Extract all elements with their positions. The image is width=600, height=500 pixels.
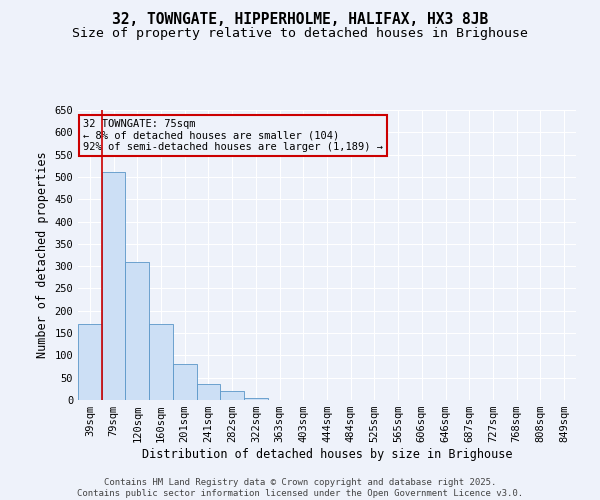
Y-axis label: Number of detached properties: Number of detached properties bbox=[36, 152, 49, 358]
Bar bbox=[78, 324, 102, 400]
X-axis label: Distribution of detached houses by size in Brighouse: Distribution of detached houses by size … bbox=[142, 448, 512, 461]
Bar bbox=[244, 398, 268, 400]
Text: 32, TOWNGATE, HIPPERHOLME, HALIFAX, HX3 8JB: 32, TOWNGATE, HIPPERHOLME, HALIFAX, HX3 … bbox=[112, 12, 488, 28]
Text: Contains HM Land Registry data © Crown copyright and database right 2025.
Contai: Contains HM Land Registry data © Crown c… bbox=[77, 478, 523, 498]
Bar bbox=[197, 384, 220, 400]
Bar bbox=[149, 324, 173, 400]
Bar bbox=[173, 364, 197, 400]
Bar bbox=[220, 391, 244, 400]
Bar bbox=[125, 262, 149, 400]
Text: Size of property relative to detached houses in Brighouse: Size of property relative to detached ho… bbox=[72, 28, 528, 40]
Text: 32 TOWNGATE: 75sqm
← 8% of detached houses are smaller (104)
92% of semi-detache: 32 TOWNGATE: 75sqm ← 8% of detached hous… bbox=[83, 118, 383, 152]
Bar bbox=[102, 172, 125, 400]
